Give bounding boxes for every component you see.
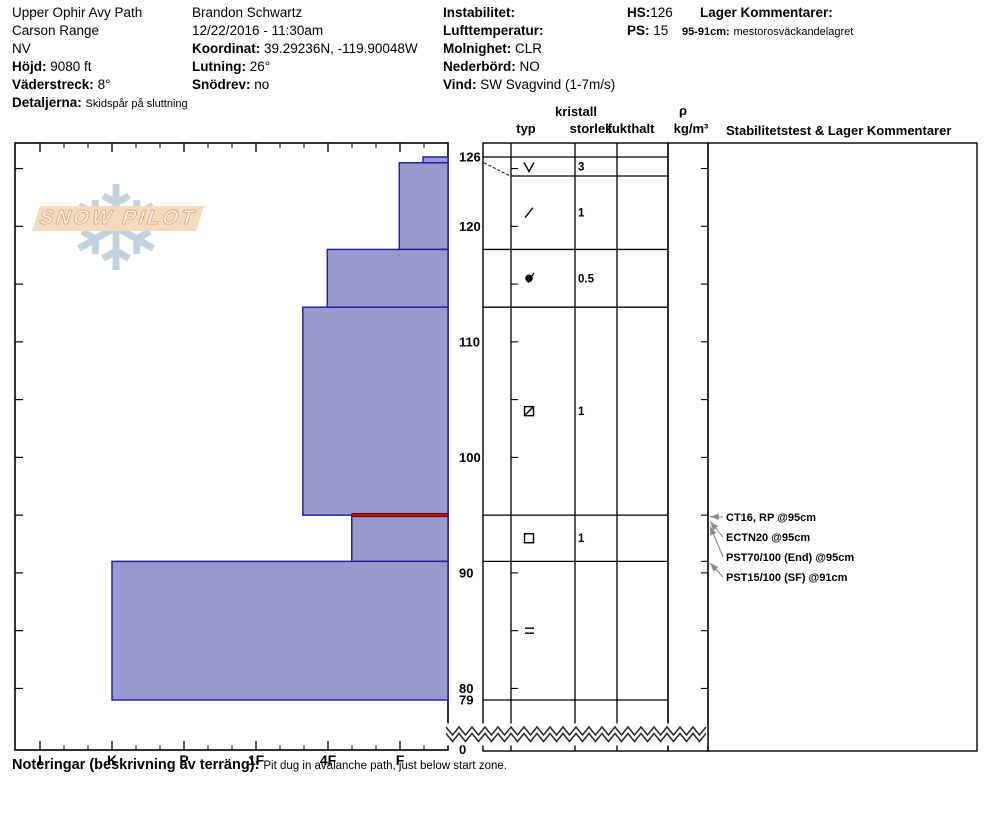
hardness-axis-label: I bbox=[38, 752, 42, 768]
stability-test-arrow bbox=[709, 562, 724, 578]
snow-layer-bar bbox=[111, 560, 449, 701]
grain-size-value: 0.5 bbox=[578, 273, 595, 285]
drifting-snow-value: no bbox=[254, 77, 270, 92]
axis-break-zigzag bbox=[445, 732, 707, 743]
header-location-block: Upper Ophir Avy Path Carson Range NV Höj… bbox=[12, 4, 188, 112]
header-layer-comments-block: Lager Kommentarer: 95-91cm: mestorosväck… bbox=[682, 4, 853, 40]
aspect-label: Väderstreck: bbox=[12, 77, 94, 92]
slope-angle-value: 26° bbox=[249, 59, 271, 74]
notes-line: Noteringar (beskrivning av terräng): Pit… bbox=[12, 757, 507, 773]
details-label: Detaljerna: bbox=[12, 95, 82, 110]
precip-value: NO bbox=[519, 59, 540, 74]
elevation-label: Höjd: bbox=[12, 59, 47, 74]
wind-label: Vind: bbox=[443, 77, 477, 92]
hs-value: 126 bbox=[650, 5, 673, 20]
details-value: Skidspår på sluttning bbox=[85, 98, 188, 110]
observer-name: Brandon Schwartz bbox=[192, 5, 303, 20]
grain-type-symbol bbox=[525, 627, 534, 634]
ps-value: 15 bbox=[653, 23, 669, 38]
hardness-axis-label: K bbox=[107, 752, 117, 768]
depth-axis-label: 126 bbox=[459, 150, 481, 165]
grain-size-value: 1 bbox=[578, 406, 585, 418]
layer-comment-depth: 95-91cm: bbox=[682, 26, 730, 38]
snow-layer-bar bbox=[422, 156, 449, 164]
snow-layer-bar bbox=[326, 248, 449, 308]
stability-test-arrow bbox=[709, 521, 724, 538]
stability-test-annotation: PST15/100 (SF) @91cm bbox=[726, 572, 848, 584]
stability-test-annotation: PST70/100 (End) @95cm bbox=[726, 552, 854, 564]
axis-break-zigzag bbox=[445, 725, 707, 737]
coordinates-label: Koordinat: bbox=[192, 41, 261, 56]
grain-size-value: 3 bbox=[578, 162, 584, 174]
col-header-crystal: kristall bbox=[555, 104, 597, 119]
instability-label: Instabilitet: bbox=[443, 5, 516, 20]
notes-label: Noteringar (beskrivning av terräng): bbox=[12, 757, 260, 773]
layer-comments-title: Lager Kommentarer: bbox=[700, 5, 833, 20]
air-temp-label: Lufttemperatur: bbox=[443, 23, 544, 38]
notes-text: Pit dug in avalanche path, just below st… bbox=[263, 760, 507, 772]
col-header-density-rho: ρ bbox=[678, 103, 688, 118]
col-header-density-units: kg/m³ bbox=[673, 121, 709, 136]
grain-type-symbol bbox=[523, 162, 535, 173]
grain-type-symbol bbox=[524, 207, 534, 219]
thin-layer-leader-line bbox=[483, 162, 511, 177]
depth-axis-label: 120 bbox=[459, 219, 481, 234]
slope-angle-label: Lutning: bbox=[192, 59, 246, 74]
header-summary-block: HS:126 PS: 15 bbox=[627, 4, 673, 40]
header-observation-block: Brandon Schwartz 12/22/2016 - 11:30am Ko… bbox=[192, 4, 418, 94]
observation-datetime: 12/22/2016 - 11:30am bbox=[192, 23, 324, 38]
col-header-moisture: fukthalt bbox=[607, 121, 655, 136]
precip-label: Nederbörd: bbox=[443, 59, 516, 74]
coordinates-value: 39.29236N, -119.90048W bbox=[264, 41, 418, 56]
depth-axis-label: 100 bbox=[459, 450, 481, 465]
depth-axis-label: 110 bbox=[459, 334, 480, 349]
grain-type-symbol bbox=[523, 533, 535, 544]
sky-cover-label: Molnighet: bbox=[443, 41, 512, 56]
layer-comment-text: mestorosväckandelagret bbox=[733, 26, 854, 38]
red-flag-line bbox=[351, 512, 449, 518]
snow-layer-bar bbox=[398, 162, 449, 251]
header-conditions-block: Instabilitet: Lufttemperatur: Molnighet:… bbox=[443, 4, 615, 94]
depth-axis-zero-label: 0 bbox=[459, 742, 466, 757]
grain-size-value: 1 bbox=[578, 533, 585, 545]
depth-axis-label: 90 bbox=[459, 565, 473, 580]
hs-label: HS: bbox=[627, 5, 651, 20]
pit-name: Upper Ophir Avy Path bbox=[12, 5, 143, 20]
stability-test-arrow bbox=[709, 526, 724, 558]
stability-test-annotation: CT16, RP @95cm bbox=[726, 512, 816, 524]
depth-axis-label: 79 bbox=[459, 692, 473, 707]
state: NV bbox=[12, 41, 31, 56]
density-column-frame bbox=[667, 142, 709, 752]
drifting-snow-label: Snödrev: bbox=[192, 77, 251, 92]
col-header-grain-size: storlek bbox=[569, 121, 613, 136]
col-header-grain-type: typ bbox=[516, 121, 536, 136]
stability-panel-frame bbox=[707, 142, 978, 752]
hardness-axis-label: 1F bbox=[248, 752, 265, 768]
mountain-range: Carson Range bbox=[12, 23, 100, 38]
aspect-value: 8° bbox=[97, 77, 111, 92]
grain-type-symbol bbox=[523, 405, 535, 417]
hardness-axis-label: P bbox=[179, 752, 188, 768]
elevation-value: 9080 ft bbox=[50, 59, 92, 74]
grain-type-symbol bbox=[525, 272, 535, 284]
depth-axis-label: 80 bbox=[459, 681, 473, 696]
stability-test-annotation: ECTN20 @95cm bbox=[726, 532, 810, 544]
snow-layer-bar bbox=[351, 514, 449, 563]
ps-label: PS: bbox=[627, 23, 650, 38]
snow-layer-bar bbox=[302, 306, 449, 516]
wind-value: SW Svagvind (1-7m/s) bbox=[480, 77, 616, 92]
sky-cover-value: CLR bbox=[515, 41, 543, 56]
col-header-stability-tests: Stabilitetstest & Lager Kommentarer bbox=[726, 123, 952, 138]
hardness-axis-label: 4F bbox=[320, 752, 337, 768]
hardness-axis-label: F bbox=[396, 752, 405, 768]
grain-size-value: 1 bbox=[578, 208, 585, 220]
